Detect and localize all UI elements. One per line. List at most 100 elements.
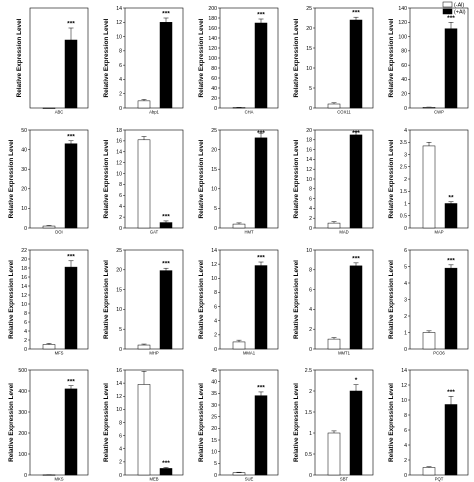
plot-frame xyxy=(409,249,469,350)
y-tick-label: 25 xyxy=(116,248,122,254)
y-tick-label: 3 xyxy=(404,297,407,303)
bar-plus-al xyxy=(349,265,363,350)
bar-minus-al xyxy=(232,107,246,109)
y-tick-label: 2 xyxy=(119,460,122,466)
plot-frame xyxy=(124,7,184,109)
y-tick-label: 10 xyxy=(211,187,217,193)
gene-label: MHP xyxy=(149,351,159,356)
y-tick-label: 0.5 xyxy=(305,452,312,458)
y-tick-label: 180 xyxy=(208,16,217,22)
y-tick-label: 5 xyxy=(119,327,122,333)
bar-plus-al xyxy=(64,266,78,350)
y-tick-label: 60 xyxy=(211,76,217,82)
bar-minus-al xyxy=(42,107,56,109)
y-tick-label: 3.5 xyxy=(400,140,407,146)
y-tick-label: 140 xyxy=(208,36,217,42)
y-tick-label: 30 xyxy=(21,167,27,173)
y-axis-label: Relative Expression Level xyxy=(198,139,205,218)
significance-label: *** xyxy=(67,253,75,260)
y-tick-label: 4 xyxy=(404,128,407,134)
significance-label: ** xyxy=(448,194,454,201)
bar-plus-al xyxy=(444,267,458,350)
bar-plus-al xyxy=(444,28,458,109)
bar-plus-al xyxy=(159,22,173,109)
y-tick-label: 4 xyxy=(119,204,122,210)
y-tick-label: 0 xyxy=(309,226,312,232)
significance-label: *** xyxy=(257,12,265,19)
y-tick-label: 50 xyxy=(21,128,27,134)
bar-minus-al xyxy=(137,344,151,350)
significance-label: *** xyxy=(162,460,170,467)
bar-plus-al xyxy=(254,265,268,350)
legend-swatch-minus-al xyxy=(442,1,453,8)
y-tick-label: 8 xyxy=(309,187,312,193)
y-tick-label: 0 xyxy=(119,473,122,479)
y-tick-label: 35 xyxy=(211,391,217,397)
y-tick-label: 40 xyxy=(211,86,217,92)
plot-frame xyxy=(314,249,374,350)
y-tick-label: 12 xyxy=(306,167,312,173)
y-tick-label: 14 xyxy=(306,157,312,163)
bar-minus-al xyxy=(327,103,341,109)
y-tick-label: 5 xyxy=(309,86,312,92)
bar-plus-al xyxy=(349,134,363,229)
y-tick-label: 2 xyxy=(309,389,312,395)
bar-plus-al xyxy=(254,395,268,476)
y-tick-label: 8 xyxy=(214,290,217,296)
y-axis-label: Relative Expression Level xyxy=(103,18,110,97)
y-tick-label: 10 xyxy=(211,276,217,282)
bar-minus-al xyxy=(422,332,436,350)
y-tick-label: 20 xyxy=(211,147,217,153)
plot-frame xyxy=(314,7,374,109)
bar-minus-al xyxy=(137,384,151,476)
y-tick-label: 0 xyxy=(24,226,27,232)
y-tick-label: 1.5 xyxy=(305,410,312,416)
bar-plus-al xyxy=(444,203,458,229)
panel-mma1: Relative Expression Level 0 2 4 6 8 10 12 14 *** M… xyxy=(198,248,279,356)
y-tick-label: 16 xyxy=(306,147,312,153)
legend-label-plus-al: (+Al) xyxy=(454,10,466,16)
bar-minus-al xyxy=(327,338,341,350)
panel-mmt1: Relative Expression Level 0 2 4 6 8 10 *** MMT1 xyxy=(293,248,374,356)
bar-minus-al xyxy=(232,472,246,476)
plot-frame xyxy=(314,129,374,229)
significance-label: *** xyxy=(162,213,170,220)
y-tick-label: 3 xyxy=(404,152,407,158)
y-tick-label: 0 xyxy=(404,347,407,353)
gene-label: PQT xyxy=(435,477,444,482)
y-tick-label: 2.5 xyxy=(400,165,407,171)
panel-map: Relative Expression Level 0 0.5 1 1.5 2 2.5 3 3.… xyxy=(388,128,469,235)
y-tick-label: 15 xyxy=(211,167,217,173)
y-tick-label: 6 xyxy=(119,433,122,439)
gene-label: MEB xyxy=(149,477,158,482)
panel-sue: Relative Expression Level 0 5 10 15 20 25 30 35 4… xyxy=(198,368,279,482)
gene-label: SUE xyxy=(245,477,254,482)
y-tick-label: 14 xyxy=(116,381,122,387)
y-tick-label: 20 xyxy=(401,92,407,98)
panel-abp1: Relative Expression Level 0 2 4 6 8 10 12 14 *** A… xyxy=(103,6,184,115)
plot-frame xyxy=(409,129,469,229)
y-tick-label: 20 xyxy=(21,257,27,263)
y-tick-label: 20 xyxy=(306,26,312,32)
y-tick-label: 10 xyxy=(21,302,27,308)
y-axis-label: Relative Expression Level xyxy=(198,383,205,462)
y-axis-label: Relative Expression Level xyxy=(293,260,300,339)
y-tick-label: 1 xyxy=(404,330,407,336)
y-tick-label: 6 xyxy=(119,63,122,69)
y-tick-label: 120 xyxy=(398,20,407,26)
y-tick-label: 18 xyxy=(306,138,312,144)
y-tick-label: 160 xyxy=(208,26,217,32)
bar-plus-al xyxy=(254,137,268,229)
gene-label: HMT xyxy=(244,230,254,235)
y-tick-label: 15 xyxy=(211,438,217,444)
y-tick-label: 2 xyxy=(119,92,122,98)
plot-frame xyxy=(124,369,184,476)
y-tick-label: 60 xyxy=(401,63,407,69)
y-axis-label: Relative Expression Level xyxy=(198,18,205,97)
y-tick-label: 12 xyxy=(116,20,122,26)
y-tick-label: 300 xyxy=(18,410,27,416)
plot-frame xyxy=(409,369,469,476)
y-tick-label: 12 xyxy=(116,160,122,166)
y-tick-label: 80 xyxy=(211,66,217,72)
plot-frame xyxy=(219,129,279,229)
